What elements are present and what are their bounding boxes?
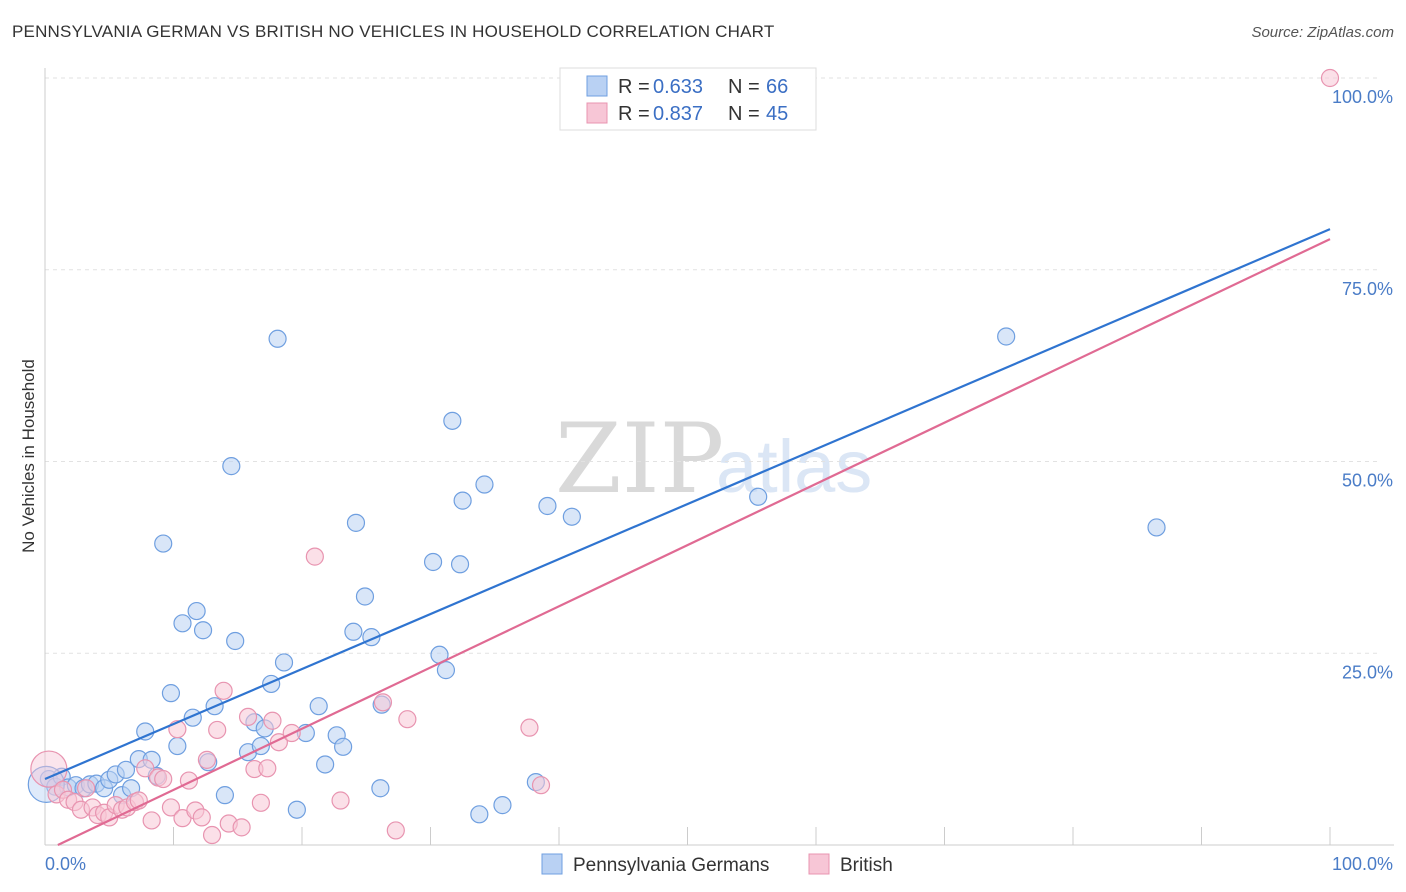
correlation-legend: R = 0.633 N = 66 R = 0.837 N = 45: [559, 67, 817, 131]
data-point: [192, 808, 211, 827]
trend-line-british: [57, 238, 1331, 846]
y-tick-label: 75.0%: [1342, 279, 1393, 299]
legend-swatch-pennsylvania-germans: [586, 75, 608, 97]
data-point: [274, 653, 294, 672]
data-point: [531, 776, 551, 795]
data-point: [355, 587, 375, 606]
data-point: [331, 791, 350, 810]
data-point: [309, 697, 328, 716]
data-point: [142, 811, 161, 830]
data-point: [436, 661, 456, 680]
watermark-atlas: atlas: [716, 425, 872, 508]
watermark-zip: ZIP: [555, 403, 724, 515]
data-point: [562, 507, 581, 526]
y-axis-label: No Vehicles in Household: [19, 359, 38, 553]
legend-r-value: 0.633: [653, 76, 703, 98]
data-point: [398, 710, 417, 729]
data-point: [538, 496, 557, 516]
data-point: [475, 475, 494, 494]
data-point: [305, 547, 324, 566]
data-point: [154, 769, 173, 789]
x-tick-label-max: 100.0%: [1332, 854, 1393, 874]
data-point: [116, 760, 136, 779]
trend-lines: [44, 228, 1331, 846]
data-point: [208, 720, 227, 740]
data-point: [287, 800, 306, 819]
data-point: [1320, 68, 1340, 88]
data-point: [136, 722, 155, 741]
data-point: [346, 513, 366, 532]
data-point: [1147, 518, 1166, 537]
data-point: [232, 818, 251, 837]
y-tick-label: 25.0%: [1342, 662, 1393, 682]
data-point: [193, 621, 213, 640]
data-point: [154, 534, 173, 553]
data-point: [226, 631, 245, 651]
data-point: [749, 487, 768, 506]
series-legend: Pennsylvania Germans British: [541, 853, 893, 876]
data-point: [443, 411, 462, 430]
y-tick-label: 50.0%: [1342, 471, 1393, 491]
data-point: [161, 684, 181, 703]
y-tick-label: 100.0%: [1332, 87, 1393, 107]
data-point: [344, 622, 363, 641]
legend-r-label: R =: [618, 76, 650, 98]
data-point: [373, 693, 393, 712]
bottom-legend-label-pennsylvania-germans: Pennsylvania Germans: [573, 855, 769, 876]
data-point: [423, 552, 443, 572]
data-point: [251, 793, 270, 812]
bottom-legend-swatch-british: [808, 853, 830, 875]
data-point: [470, 805, 489, 824]
bottom-legend-swatch-pennsylvania-germans: [541, 853, 563, 875]
legend-n-value: 45: [766, 103, 788, 125]
bottom-legend-label-british: British: [840, 855, 893, 876]
data-point: [173, 614, 192, 633]
data-point: [334, 737, 353, 756]
legend-r-value: 0.837: [653, 103, 703, 125]
chart-title: PENNSYLVANIA GERMAN VS BRITISH NO VEHICL…: [12, 22, 775, 41]
x-tick-label-min: 0.0%: [45, 854, 86, 874]
data-point: [202, 825, 222, 845]
legend-n-value: 66: [766, 76, 788, 98]
data-point: [997, 327, 1016, 346]
data-point: [263, 711, 282, 730]
data-point: [214, 681, 233, 700]
axes: [44, 68, 1394, 846]
data-point: [161, 798, 181, 817]
legend-r-label: R =: [618, 103, 650, 125]
data-point: [316, 755, 335, 774]
data-point: [187, 601, 206, 621]
data-point: [453, 491, 472, 510]
data-point: [77, 779, 96, 798]
y-tick-labels: 25.0% 50.0% 75.0% 100.0%: [1332, 87, 1393, 682]
data-point: [238, 707, 258, 727]
data-point: [520, 718, 539, 737]
gridlines: [45, 77, 1380, 654]
data-point: [222, 457, 241, 476]
trend-line-pennsylvania-germans: [44, 228, 1331, 781]
data-point: [450, 555, 470, 574]
legend-swatch-british: [586, 102, 608, 124]
legend-n-label: N =: [728, 76, 760, 98]
data-point: [197, 750, 217, 769]
legend-n-label: N =: [728, 103, 760, 125]
source-label: Source: ZipAtlas.com: [1251, 24, 1394, 41]
data-point: [268, 329, 287, 348]
data-point: [371, 779, 390, 798]
data-point: [215, 786, 234, 805]
data-point: [168, 736, 187, 756]
data-point: [493, 796, 512, 815]
data-point: [258, 759, 277, 778]
data-point: [386, 821, 405, 840]
data-point: [136, 759, 155, 778]
